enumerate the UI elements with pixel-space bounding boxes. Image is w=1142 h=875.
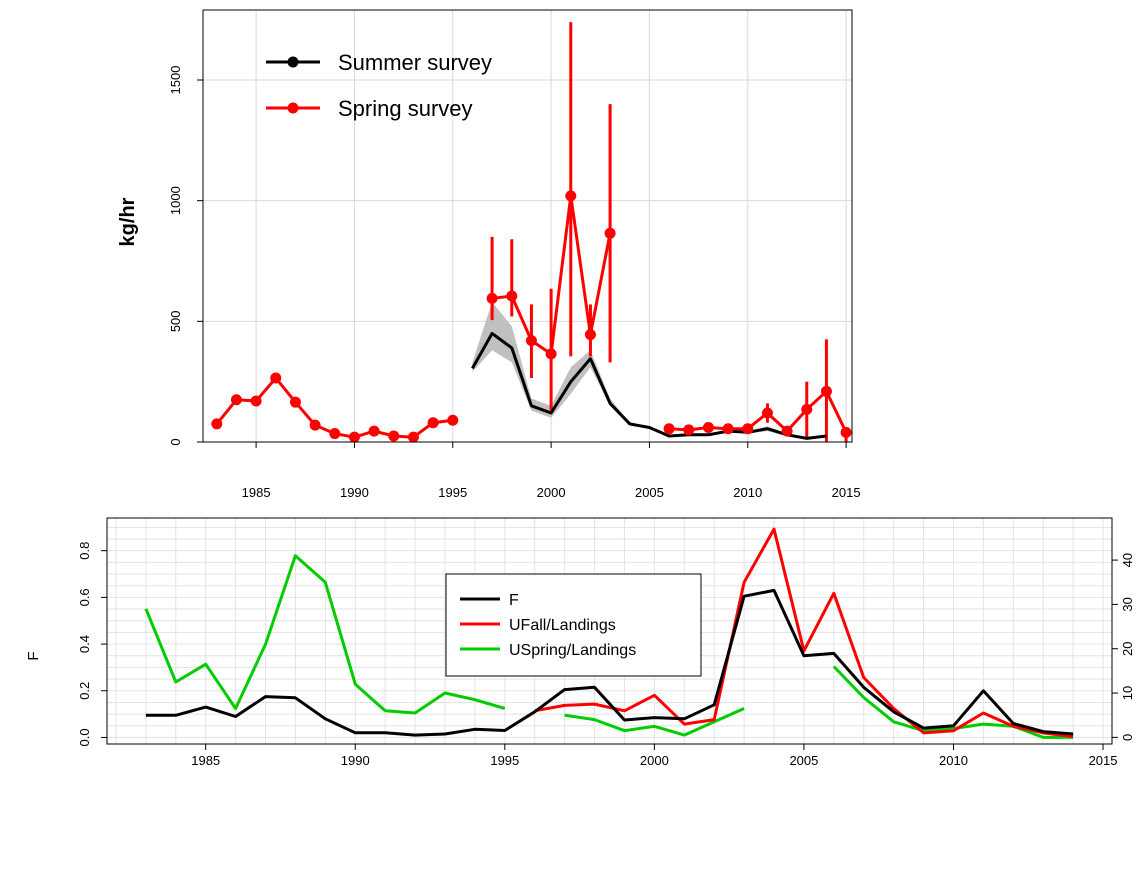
- survey-x-tick-label: 1990: [340, 485, 369, 500]
- spring-survey-point: [820, 385, 832, 397]
- mortality-left-tick-label: 0.4: [77, 635, 92, 653]
- spring-survey-point: [840, 426, 852, 438]
- spring-survey-point: [348, 431, 360, 443]
- survey-points: [211, 190, 852, 443]
- mortality-right-tick-label: 40: [1120, 553, 1135, 567]
- survey-plot-frame: [202, 9, 853, 443]
- spring-survey-point: [230, 394, 242, 406]
- survey-x-tick-label: 2005: [635, 485, 664, 500]
- survey-y-tick-label: 500: [168, 310, 183, 332]
- spring-survey-point: [742, 423, 754, 435]
- survey-y-axis-label: kg/hr: [117, 197, 139, 246]
- legend-uspring-label: USpring/Landings: [509, 642, 636, 659]
- mortality-x-tick-label: 1995: [490, 753, 519, 768]
- mortality-lines: [144, 527, 1074, 739]
- mortality-x-tick-label: 1985: [191, 753, 220, 768]
- spring-survey-point: [683, 424, 695, 436]
- spring-survey-point: [506, 290, 518, 302]
- spring-survey-point: [329, 428, 341, 440]
- spring-survey-point: [702, 422, 714, 434]
- mortality-left-tick-label: 0.2: [77, 682, 92, 700]
- survey-y-tick-label: 1000: [168, 186, 183, 215]
- spring-survey-point: [604, 227, 616, 239]
- legend-summer-marker: [287, 56, 299, 68]
- spring-survey-point: [761, 407, 773, 419]
- legend-spring-marker: [287, 102, 299, 114]
- spring-survey-point: [447, 414, 459, 426]
- spring-survey-point: [722, 423, 734, 435]
- survey-axes: 1985 1990 1995 2000 2005 2010 2015 0 500 1000 1500: [168, 66, 861, 500]
- survey-x-tick-label: 2010: [733, 485, 762, 500]
- spring-survey-point: [211, 418, 223, 430]
- survey-x-tick-label: 2015: [832, 485, 861, 500]
- spring-survey-point: [309, 419, 321, 431]
- uspring-landings-line: [564, 707, 745, 737]
- uspring-landings-line: [832, 665, 1074, 739]
- spring-survey-point: [545, 348, 557, 360]
- mortality-right-tick-label: 0: [1120, 734, 1135, 741]
- spring-survey-point: [250, 395, 262, 407]
- f-line: [145, 588, 1074, 737]
- mortality-y-axis-label: F: [25, 651, 42, 660]
- mortality-x-tick-label: 2015: [1089, 753, 1118, 768]
- legend-f-label: F: [509, 592, 519, 609]
- summer-ci-band: [472, 302, 827, 440]
- spring-survey-point: [388, 430, 400, 442]
- uspring-landings-line: [144, 554, 506, 715]
- mortality-left-tick-label: 0.8: [77, 542, 92, 560]
- survey-x-tick-label: 1995: [438, 485, 467, 500]
- spring-survey-point: [289, 396, 301, 408]
- legend-summer-label: Summer survey: [338, 50, 492, 75]
- survey-grid: [203, 10, 852, 443]
- mortality-left-tick-label: 0.6: [77, 588, 92, 606]
- mortality-x-tick-label: 2005: [789, 753, 818, 768]
- mortality-right-tick-label: 20: [1120, 641, 1135, 655]
- mortality-x-tick-label: 2000: [640, 753, 669, 768]
- survey-y-tick-label: 1500: [168, 66, 183, 95]
- survey-chart: 1985 1990 1995 2000 2005 2010 2015 0 500 1000 1500…: [117, 9, 861, 500]
- mortality-left-tick-label: 0.0: [77, 728, 92, 746]
- spring-survey-point: [663, 423, 675, 435]
- survey-x-tick-label: 2000: [537, 485, 566, 500]
- survey-y-tick-label: 0: [168, 438, 183, 445]
- ufall-landings-line: [534, 527, 1074, 738]
- spring-survey-point: [368, 425, 380, 437]
- spring-survey-point: [525, 335, 537, 347]
- survey-legend: Summer survey Spring survey: [266, 50, 492, 121]
- spring-survey-point: [407, 431, 419, 443]
- survey-x-tick-label: 1985: [242, 485, 271, 500]
- summer-survey-line: [471, 331, 827, 440]
- spring-survey-point: [486, 292, 498, 304]
- legend-ufall-label: UFall/Landings: [509, 617, 616, 634]
- spring-survey-point: [781, 425, 793, 437]
- legend-spring-label: Spring survey: [338, 96, 473, 121]
- spring-survey-point: [427, 417, 439, 429]
- spring-error-bars: [490, 22, 848, 442]
- spring-survey-point: [270, 372, 282, 384]
- mortality-right-tick-label: 30: [1120, 597, 1135, 611]
- spring-survey-point: [565, 190, 577, 202]
- mortality-plot-frame: [106, 517, 1113, 745]
- spring-survey-line: [669, 389, 848, 433]
- spring-survey-point: [801, 403, 813, 415]
- spring-survey-point: [584, 329, 596, 341]
- summer-ci-band-area: [472, 302, 827, 440]
- mortality-axes: 1985 1990 1995 2000 2005 2010 20150.00.20.40.6…: [77, 542, 1135, 768]
- mortality-right-tick-label: 10: [1120, 686, 1135, 700]
- mortality-x-tick-label: 2010: [939, 753, 968, 768]
- fishing-mortality-chart: 1985 1990 1995 2000 2005 2010 20150.00.20.40.6…: [25, 517, 1135, 768]
- mortality-legend: F UFall/Landings USpring/Landings: [445, 573, 702, 677]
- mortality-x-tick-label: 1990: [341, 753, 370, 768]
